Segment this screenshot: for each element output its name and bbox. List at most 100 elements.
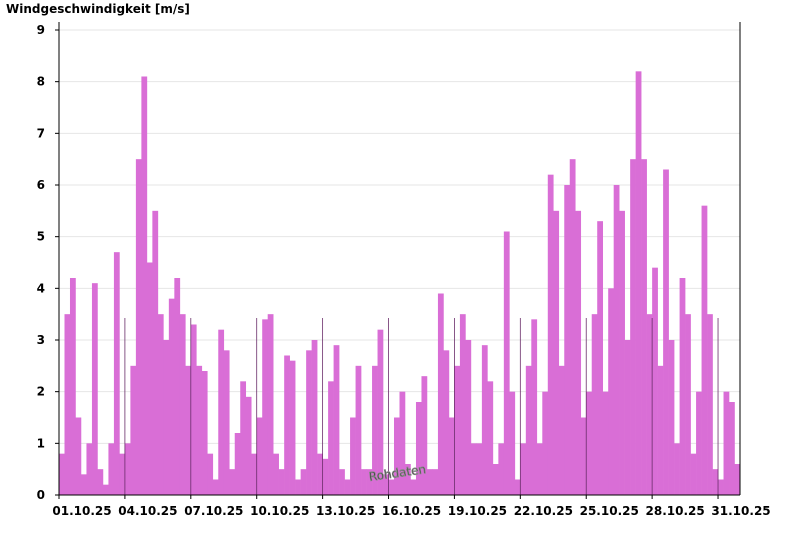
bar	[696, 391, 702, 495]
bar	[59, 453, 65, 495]
bar	[196, 365, 203, 495]
bar	[311, 340, 318, 495]
bar	[97, 469, 104, 495]
bar	[690, 453, 697, 495]
y-tick-label: 2	[37, 385, 45, 399]
x-tick-label: 28.10.25	[646, 504, 705, 518]
bar	[91, 283, 98, 495]
bar	[135, 159, 142, 495]
bar	[569, 159, 576, 495]
bar	[503, 231, 510, 495]
bar	[723, 391, 730, 495]
y-tick-label: 7	[37, 126, 45, 140]
bar	[251, 453, 258, 495]
bar	[597, 221, 604, 495]
bar	[245, 396, 252, 495]
bar	[174, 278, 181, 495]
bar	[481, 345, 488, 495]
bar	[531, 319, 538, 495]
bar	[498, 443, 505, 495]
x-tick-label: 16.10.25	[382, 504, 441, 518]
bar	[525, 365, 532, 495]
bar	[712, 469, 719, 495]
bar	[124, 443, 131, 495]
bar	[448, 417, 455, 495]
bar	[295, 479, 301, 495]
y-tick-label: 6	[37, 178, 45, 192]
bar	[734, 464, 741, 495]
bar	[432, 469, 439, 495]
x-tick-label: 19.10.25	[448, 504, 507, 518]
bar	[679, 278, 686, 495]
bar	[635, 71, 642, 495]
bar	[300, 469, 307, 495]
bar	[454, 365, 461, 495]
bar	[289, 360, 296, 495]
bar	[317, 453, 323, 495]
bar	[201, 371, 208, 495]
bar	[388, 479, 395, 495]
bar	[223, 350, 230, 495]
bar	[613, 185, 620, 495]
bar	[102, 484, 109, 495]
bar	[608, 288, 614, 495]
x-tick-label: 01.10.25	[52, 504, 111, 518]
bar	[157, 314, 164, 495]
bar	[306, 350, 312, 495]
bar	[366, 469, 373, 495]
bar	[234, 433, 241, 495]
bar	[657, 365, 664, 495]
x-tick-label: 22.10.25	[514, 504, 573, 518]
bar	[152, 210, 159, 496]
bar	[207, 453, 214, 495]
bar	[240, 381, 247, 495]
bar	[630, 159, 636, 495]
bar	[344, 479, 351, 495]
bar	[701, 205, 708, 495]
bar	[141, 76, 148, 495]
bar	[328, 381, 334, 495]
bar	[256, 417, 263, 495]
bar	[262, 319, 268, 495]
bar	[410, 479, 417, 495]
bar	[108, 443, 115, 495]
bar	[558, 365, 565, 495]
bar	[212, 479, 219, 495]
bar	[179, 314, 186, 495]
bar	[580, 417, 587, 495]
bar	[421, 376, 428, 495]
bar	[146, 262, 153, 495]
y-tick-label: 0	[37, 488, 45, 502]
bar	[372, 365, 378, 495]
chart-title: Windgeschwindigkeit [m/s]	[6, 2, 190, 16]
bar	[113, 252, 120, 495]
bar	[333, 345, 340, 495]
bar	[718, 479, 724, 495]
bar	[86, 443, 93, 495]
bar	[399, 391, 406, 495]
x-tick-label: 25.10.25	[580, 504, 639, 518]
bar	[64, 314, 71, 495]
bar	[514, 479, 521, 495]
bar	[437, 293, 444, 495]
bar	[553, 210, 560, 496]
bar	[80, 474, 87, 495]
bar	[729, 402, 735, 495]
bar	[119, 453, 126, 495]
bar	[163, 340, 170, 495]
bar	[591, 314, 598, 495]
bar	[492, 464, 499, 495]
bar	[465, 340, 472, 495]
bar	[168, 298, 175, 495]
bar	[355, 365, 362, 495]
bar	[361, 469, 367, 495]
bar	[564, 185, 571, 495]
bar	[443, 350, 450, 495]
y-tick-label: 5	[37, 230, 45, 244]
bar	[685, 314, 691, 495]
bar	[404, 464, 411, 495]
bar	[619, 210, 625, 496]
y-tick-label: 8	[37, 75, 45, 89]
bar	[602, 391, 609, 495]
